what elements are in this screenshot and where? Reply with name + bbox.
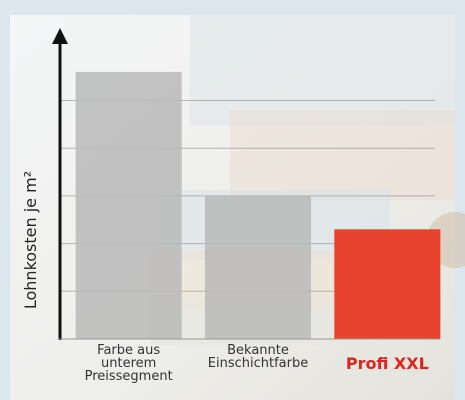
x-tick-label: Profi XXL xyxy=(322,357,452,370)
bar xyxy=(76,72,182,339)
page: Lohnkosten je m² Farbe aus unterem Preis… xyxy=(0,0,465,400)
chart: Lohnkosten je m² xyxy=(0,0,465,400)
y-axis-label: Lohnkosten je m² xyxy=(21,171,40,309)
banknote-decor xyxy=(230,110,455,200)
banknote-decor xyxy=(190,15,455,125)
x-tick-label: Bekannte Einschichtfarbe xyxy=(193,344,323,370)
x-tick-label: Farbe aus unterem Preissegment xyxy=(64,344,194,383)
bar xyxy=(205,196,311,339)
bar xyxy=(334,229,440,339)
